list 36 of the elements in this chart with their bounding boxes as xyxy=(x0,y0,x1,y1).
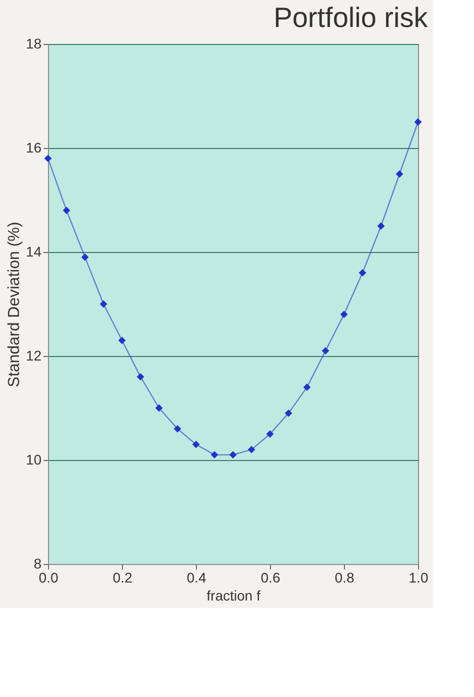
point xyxy=(118,336,126,344)
x-tick-label: 0.0 xyxy=(38,570,58,586)
point xyxy=(62,206,70,214)
y-tick-label: 14 xyxy=(26,244,42,260)
point xyxy=(81,253,89,261)
y-tick-label: 12 xyxy=(26,348,42,364)
point xyxy=(396,170,404,178)
point xyxy=(155,404,163,412)
y-axis-title: Standard Deviation (%) xyxy=(6,222,23,388)
point xyxy=(210,451,218,459)
point xyxy=(303,383,311,391)
point xyxy=(44,154,52,162)
y-tick-label: 16 xyxy=(26,140,42,156)
x-tick-label: 0.2 xyxy=(112,570,132,586)
x-tick-label: 0.6 xyxy=(260,570,280,586)
y-tick-label: 8 xyxy=(34,556,42,572)
x-axis-title: fraction f xyxy=(206,588,260,604)
x-tick-label: 1.0 xyxy=(408,570,428,586)
point xyxy=(414,118,422,126)
y-tick-label: 18 xyxy=(26,36,42,52)
x-tick-label: 0.8 xyxy=(334,570,354,586)
chart-title: Portfolio risk xyxy=(274,2,429,33)
point xyxy=(266,430,274,438)
point xyxy=(100,300,108,308)
y-tick-label: 10 xyxy=(26,452,42,468)
x-tick-label: 0.4 xyxy=(186,570,206,586)
point xyxy=(174,425,182,433)
point xyxy=(322,347,330,355)
point xyxy=(229,451,237,459)
point xyxy=(358,269,366,277)
point xyxy=(248,446,256,454)
point xyxy=(284,409,292,417)
point xyxy=(377,222,385,230)
point xyxy=(340,310,348,318)
point xyxy=(192,440,200,448)
point xyxy=(136,373,144,381)
